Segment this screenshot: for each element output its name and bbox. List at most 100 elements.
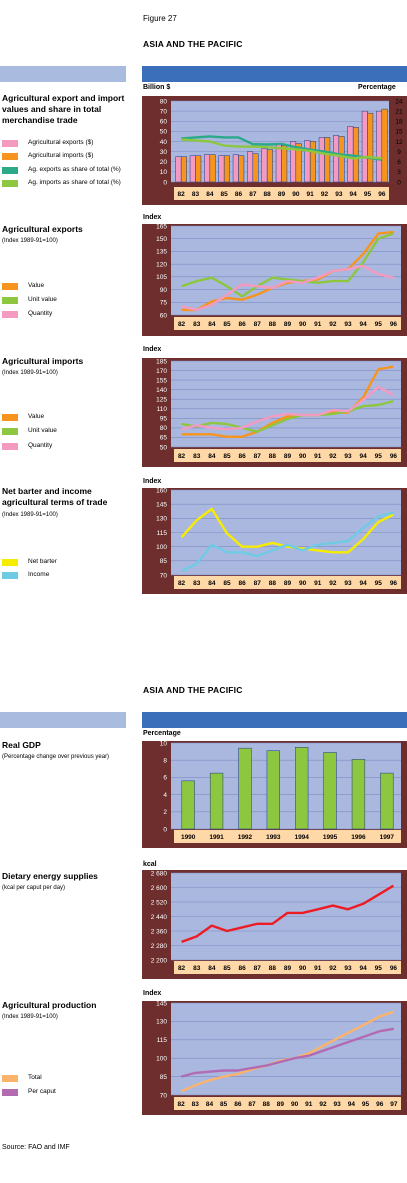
x-tick-label: 91 xyxy=(314,321,322,328)
y-tick-label: 2 200 xyxy=(151,957,168,964)
series-line xyxy=(181,232,394,298)
y-tick-label: 115 xyxy=(157,1037,168,1044)
x-tick-label: 90 xyxy=(299,580,307,587)
x-tick-label: 86 xyxy=(234,1101,242,1108)
section-heading: ASIA AND THE PACIFIC xyxy=(143,39,243,49)
bar xyxy=(275,144,282,183)
y-tick-label: 155 xyxy=(156,377,167,384)
legend-label: Unit value xyxy=(28,427,57,434)
x-tick-label: 91 xyxy=(305,1101,313,1108)
y-axis-label: Index xyxy=(143,478,162,485)
y-tick-label: 130 xyxy=(156,516,167,523)
y2-tick-label: 3 xyxy=(397,169,401,176)
x-tick-label: 94 xyxy=(348,1101,356,1108)
x-tick-label: 95 xyxy=(375,965,383,972)
section-bar-left xyxy=(0,66,126,82)
x-axis-band xyxy=(174,830,401,843)
x-tick-label: 96 xyxy=(390,580,398,587)
series-line xyxy=(180,1027,395,1078)
x-tick-label: 89 xyxy=(284,580,292,587)
x-tick-label: 91 xyxy=(307,191,315,198)
x-tick-label: 1991 xyxy=(209,834,224,841)
y-tick-label: 0 xyxy=(163,826,167,833)
section-heading: ASIA AND THE PACIFIC xyxy=(143,685,243,695)
y2-axis-label: Percentage xyxy=(358,84,396,91)
x-tick-label: 91 xyxy=(314,453,322,460)
x-tick-label: 85 xyxy=(221,191,229,198)
x-tick-label: 87 xyxy=(254,965,262,972)
y-tick-label: 6 xyxy=(163,775,167,782)
y-tick-label: 145 xyxy=(156,501,167,508)
y-tick-label: 150 xyxy=(156,236,167,243)
x-tick-label: 87 xyxy=(248,1101,256,1108)
y-tick-label: 50 xyxy=(160,444,168,451)
y-tick-label: 100 xyxy=(156,544,167,551)
x-tick-label: 1992 xyxy=(238,834,253,841)
x-tick-label: 96 xyxy=(390,321,398,328)
x-tick-label: 82 xyxy=(178,453,186,460)
x-tick-label: 86 xyxy=(235,191,243,198)
x-tick-label: 83 xyxy=(192,191,200,198)
bar xyxy=(281,145,288,183)
y-tick-label: 145 xyxy=(156,1000,167,1007)
bar xyxy=(333,135,340,183)
bar xyxy=(323,752,337,830)
x-axis-band xyxy=(174,317,401,330)
x-tick-label: 95 xyxy=(364,191,372,198)
y-tick-label: 2 680 xyxy=(151,870,168,877)
bar xyxy=(295,143,302,183)
y2-tick-label: 9 xyxy=(397,149,401,156)
bar xyxy=(252,153,259,183)
bar xyxy=(309,141,316,183)
x-tick-label: 88 xyxy=(269,321,277,328)
x-axis-band xyxy=(174,961,401,974)
x-tick-label: 91 xyxy=(314,965,322,972)
bar xyxy=(189,155,196,183)
y-tick-label: 110 xyxy=(157,406,168,413)
bar xyxy=(175,156,182,183)
y2-tick-label: 18 xyxy=(395,119,403,126)
bar xyxy=(304,140,311,183)
series-line xyxy=(181,884,395,944)
x-tick-label: 92 xyxy=(321,191,329,198)
bar xyxy=(261,148,268,183)
x-tick-label: 85 xyxy=(223,965,231,972)
y-tick-label: 165 xyxy=(156,223,167,230)
chart-subtitle: (Percentage change over previous year) xyxy=(2,754,110,760)
x-tick-label: 82 xyxy=(178,965,186,972)
y-axis-label: Index xyxy=(143,214,162,221)
y-tick-label: 60 xyxy=(160,312,168,319)
y-tick-label: 100 xyxy=(156,1056,167,1063)
y-tick-label: 70 xyxy=(160,108,168,115)
y-tick-label: 60 xyxy=(160,119,168,126)
y-tick-label: 85 xyxy=(160,558,168,565)
x-tick-label: 90 xyxy=(299,965,307,972)
x-tick-label: 92 xyxy=(329,321,337,328)
x-tick-label: 84 xyxy=(208,321,216,328)
y2-tick-label: 12 xyxy=(395,139,403,146)
y-tick-label: 10 xyxy=(160,169,168,176)
x-tick-label: 96 xyxy=(376,1101,384,1108)
x-tick-label: 85 xyxy=(223,580,231,587)
x-tick-label: 85 xyxy=(223,453,231,460)
x-tick-label: 84 xyxy=(208,580,216,587)
x-tick-label: 95 xyxy=(375,453,383,460)
legend-label: Agricultural imports ($) xyxy=(28,152,94,159)
legend-label: Agricultural exports ($) xyxy=(28,139,94,146)
y-tick-label: 2 440 xyxy=(151,914,168,921)
legend-label: Ag. imports as share of total (%) xyxy=(28,179,121,186)
legend-label: Net barter xyxy=(28,558,57,565)
y-axis-label: kcal xyxy=(143,861,157,868)
y-tick-label: 185 xyxy=(156,358,167,365)
legend-label: Unit value xyxy=(28,296,57,303)
x-tick-label: 82 xyxy=(178,321,186,328)
series-line xyxy=(181,511,394,573)
y-tick-label: 2 360 xyxy=(151,928,168,935)
x-tick-label: 91 xyxy=(314,580,322,587)
chart-subtitle: (Index 1989-91=100) xyxy=(2,238,58,244)
x-axis-band xyxy=(174,187,389,200)
bar xyxy=(351,759,366,830)
x-tick-label: 86 xyxy=(238,965,246,972)
x-tick-label: 88 xyxy=(264,191,272,198)
x-tick-label: 97 xyxy=(390,1101,398,1108)
